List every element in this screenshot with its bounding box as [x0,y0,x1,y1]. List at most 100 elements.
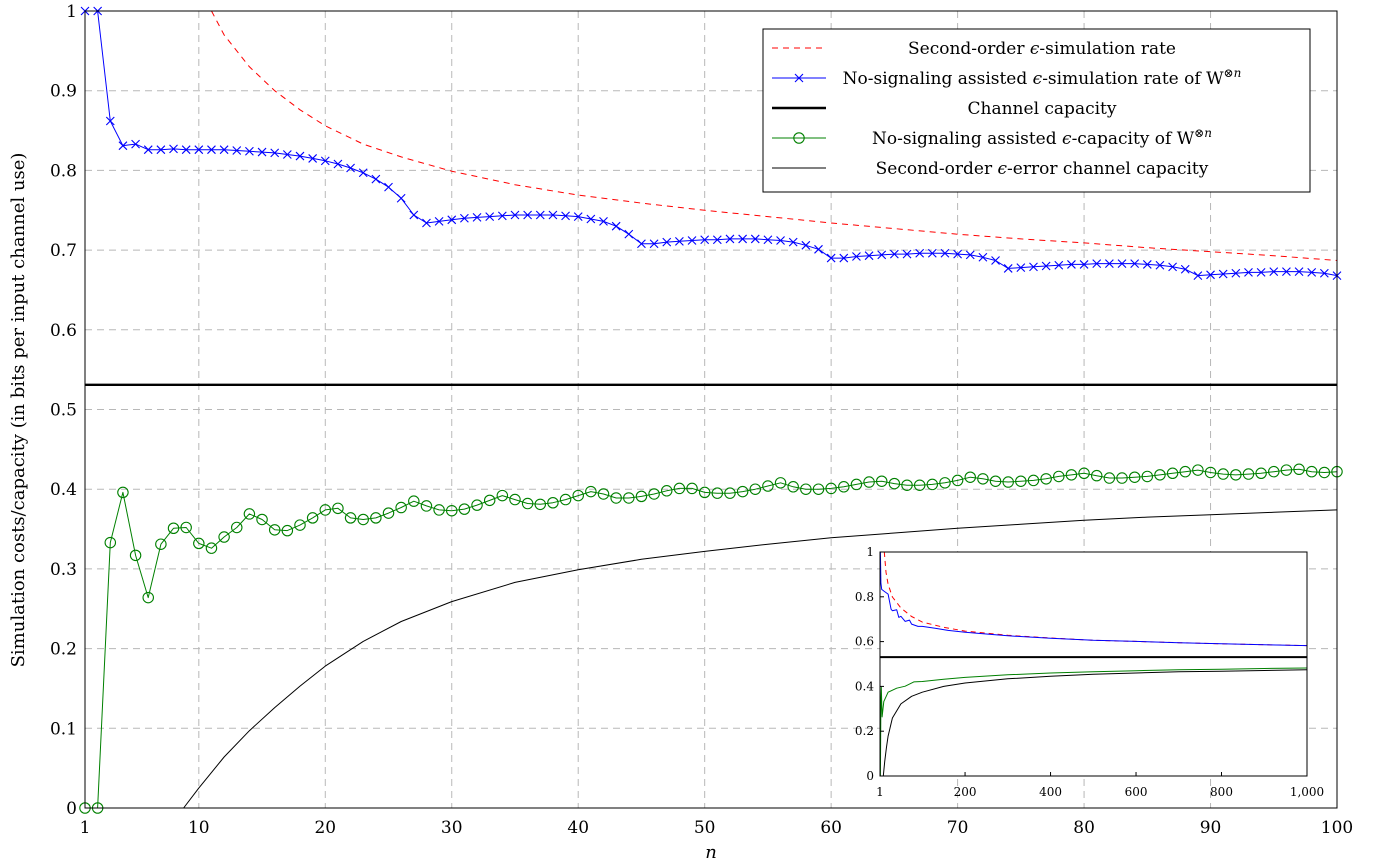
data-point-no-signaling-assisted-capacity-of-w-n-21 [332,502,344,515]
legend: Second-order ϵ-simulation rate No-signali… [762,28,1311,193]
data-point-no-signaling-assisted-simulation-rate-of-w-n-74 [1003,264,1013,273]
data-point-no-signaling-assisted-simulation-rate-of-w-n-86 [1155,260,1165,270]
series-no-signaling-assisted-capacity-of-w-n [79,463,1343,814]
data-point-no-signaling-assisted-simulation-rate-of-w-n-58 [801,240,811,250]
data-point-no-signaling-assisted-capacity-of-w-n-47 [660,485,673,497]
data-point-no-signaling-assisted-capacity-of-w-n-11 [205,542,218,554]
data-point-no-signaling-assisted-simulation-rate-of-w-n-5 [131,139,140,149]
data-point-no-signaling-assisted-simulation-rate-of-w-n-35 [510,210,520,220]
series-no-signaling-assisted-simulation-rate-of-w-n [80,6,1342,280]
data-point-no-signaling-assisted-capacity-of-w-n-43 [610,492,622,504]
data-point-no-signaling-assisted-simulation-rate-of-w-n-52 [725,234,735,244]
data-point-no-signaling-assisted-simulation-rate-of-w-n-99 [1319,268,1329,278]
inset-tick-labels: 1 200 400 600 800 1,000 0 0.2 0.4 0.6 0.8 1 [855,545,1324,799]
series-second-order-simulation-rate [211,10,1338,261]
data-point-no-signaling-assisted-simulation-rate-of-w-n-20 [320,156,330,166]
data-point-no-signaling-assisted-capacity-of-w-n-28 [420,500,433,512]
data-point-no-signaling-assisted-simulation-rate-of-w-n-13 [232,146,242,155]
legend-label-0: Second-order ϵ-simulation rate [908,39,1176,59]
data-point-no-signaling-assisted-capacity-of-w-n-14 [243,508,256,520]
inset-plot-frame [879,551,1308,777]
data-point-no-signaling-assisted-capacity-of-w-n-74 [1002,476,1014,488]
legend-entry-4: Second-order ϵ-error channel capacity [772,159,1209,179]
data-point-no-signaling-assisted-simulation-rate-of-w-n-19 [308,154,318,163]
data-point-no-signaling-assisted-simulation-rate-of-w-n-54 [750,234,760,244]
data-point-no-signaling-assisted-simulation-rate-of-w-n-63 [864,251,874,261]
data-point-no-signaling-assisted-simulation-rate-of-w-n-15 [257,147,267,157]
data-point-no-signaling-assisted-capacity-of-w-n-88 [1179,465,1191,478]
data-point-no-signaling-assisted-capacity-of-w-n-9 [180,521,192,534]
data-point-no-signaling-assisted-simulation-rate-of-w-n-70 [953,249,962,259]
legend-marker-1 [794,73,804,83]
data-point-no-signaling-assisted-simulation-rate-of-w-n-66 [902,249,912,259]
data-point-no-signaling-assisted-capacity-of-w-n-46 [648,488,660,500]
main-series [79,6,1343,814]
x-tick-label-30: 30 [441,818,463,838]
x-tick-label-50: 50 [694,818,716,838]
data-point-no-signaling-assisted-capacity-of-w-n-7 [155,538,167,550]
data-point-no-signaling-assisted-simulation-rate-of-w-n-56 [776,236,785,245]
series-second-order-error-channel-capacity [183,509,1338,809]
data-point-no-signaling-assisted-simulation-rate-of-w-n-26 [396,193,406,203]
data-point-no-signaling-assisted-simulation-rate-of-w-n-22 [346,163,355,173]
data-point-no-signaling-assisted-simulation-rate-of-w-n-91 [1218,269,1228,279]
data-point-no-signaling-assisted-simulation-rate-of-w-n-49 [687,236,697,245]
data-point-no-signaling-assisted-capacity-of-w-n-61 [838,481,850,493]
data-point-no-signaling-assisted-simulation-rate-of-w-n-28 [422,218,431,228]
legend-label-1: No-signaling assisted ϵ-simulation rate … [843,66,1242,89]
data-point-no-signaling-assisted-capacity-of-w-n-65 [888,477,901,490]
data-point-no-signaling-assisted-simulation-rate-of-w-n-33 [485,212,495,222]
data-point-no-signaling-assisted-simulation-rate-of-w-n-93 [1244,268,1253,277]
data-point-no-signaling-assisted-capacity-of-w-n-45 [635,490,648,503]
data-point-no-signaling-assisted-capacity-of-w-n-30 [445,504,458,517]
data-point-no-signaling-assisted-simulation-rate-of-w-n-59 [814,244,823,254]
data-point-no-signaling-assisted-capacity-of-w-n-73 [989,475,1002,487]
y-tick-label-3: 0.3 [50,560,77,580]
inset-chart: 1 200 400 600 800 1,000 0 0.2 0.4 0.6 0.8 1 [855,545,1324,799]
data-point-no-signaling-assisted-simulation-rate-of-w-n-75 [1016,263,1026,273]
data-point-no-signaling-assisted-capacity-of-w-n-69 [939,477,951,489]
inset-series-line-no-signaling-assisted-capacity-of-w-n [879,667,1308,777]
data-point-no-signaling-assisted-capacity-of-w-n-44 [623,492,635,504]
y-tick-label-6: 0.6 [50,321,77,341]
data-point-no-signaling-assisted-simulation-rate-of-w-n-96 [1282,267,1291,277]
data-point-no-signaling-assisted-capacity-of-w-n-51 [711,487,724,499]
y-tick-label-9: 0.9 [50,82,77,102]
data-point-no-signaling-assisted-simulation-rate-of-w-n-94 [1256,268,1266,277]
data-point-no-signaling-assisted-simulation-rate-of-w-n-72 [978,252,988,262]
data-point-no-signaling-assisted-capacity-of-w-n-91 [1217,468,1229,480]
data-point-no-signaling-assisted-capacity-of-w-n-82 [1103,472,1116,484]
data-point-no-signaling-assisted-capacity-of-w-n-84 [1128,471,1141,483]
data-point-no-signaling-assisted-simulation-rate-of-w-n-17 [282,150,292,159]
legend-label-4: Second-order ϵ-error channel capacity [876,159,1209,179]
legend-box [762,28,1311,193]
data-point-no-signaling-assisted-simulation-rate-of-w-n-6 [143,145,153,155]
data-point-no-signaling-assisted-capacity-of-w-n-97 [1293,463,1305,476]
data-point-no-signaling-assisted-capacity-of-w-n-66 [901,479,913,491]
main-tick-labels: 1 10 20 30 40 50 60 70 80 90 10000.10.20.30.40.50.… [50,2,1353,838]
inset-x-tick-label-400: 400 [1039,785,1062,799]
data-point-no-signaling-assisted-simulation-rate-of-w-n-68 [927,248,937,258]
data-point-no-signaling-assisted-simulation-rate-of-w-n-46 [649,239,659,249]
y-tick-label-1: 0.1 [50,719,77,739]
inset-series-line-second-order-simulation-rate [883,551,1308,647]
data-point-no-signaling-assisted-capacity-of-w-n-49 [686,482,698,495]
data-point-no-signaling-assisted-capacity-of-w-n-78 [1053,470,1065,483]
data-point-no-signaling-assisted-simulation-rate-of-w-n-42 [599,217,608,226]
series-line-no-signaling-assisted-capacity-of-w-n [85,468,1338,809]
data-point-no-signaling-assisted-simulation-rate-of-w-n-92 [1231,268,1241,278]
data-point-no-signaling-assisted-simulation-rate-of-w-n-64 [877,250,887,260]
series-line-no-signaling-assisted-simulation-rate-of-w-n [85,10,1338,277]
inset-series-line-second-order-error-channel-capacity [882,669,1308,777]
y-tick-label-4: 0.4 [50,480,77,500]
data-point-no-signaling-assisted-simulation-rate-of-w-n-31 [460,213,469,223]
inset-x-tick-label-800: 800 [1210,785,1233,799]
data-point-no-signaling-assisted-simulation-rate-of-w-n-80 [1079,260,1089,269]
data-point-no-signaling-assisted-simulation-rate-of-w-n-67 [915,248,925,258]
data-point-no-signaling-assisted-capacity-of-w-n-15 [256,513,268,526]
x-tick-label-1: 1 [80,818,91,838]
data-point-no-signaling-assisted-capacity-of-w-n-54 [749,483,762,495]
data-point-no-signaling-assisted-simulation-rate-of-w-n-29 [434,217,444,226]
data-point-no-signaling-assisted-capacity-of-w-n-52 [724,487,736,499]
x-tick-label-10: 10 [188,818,210,838]
